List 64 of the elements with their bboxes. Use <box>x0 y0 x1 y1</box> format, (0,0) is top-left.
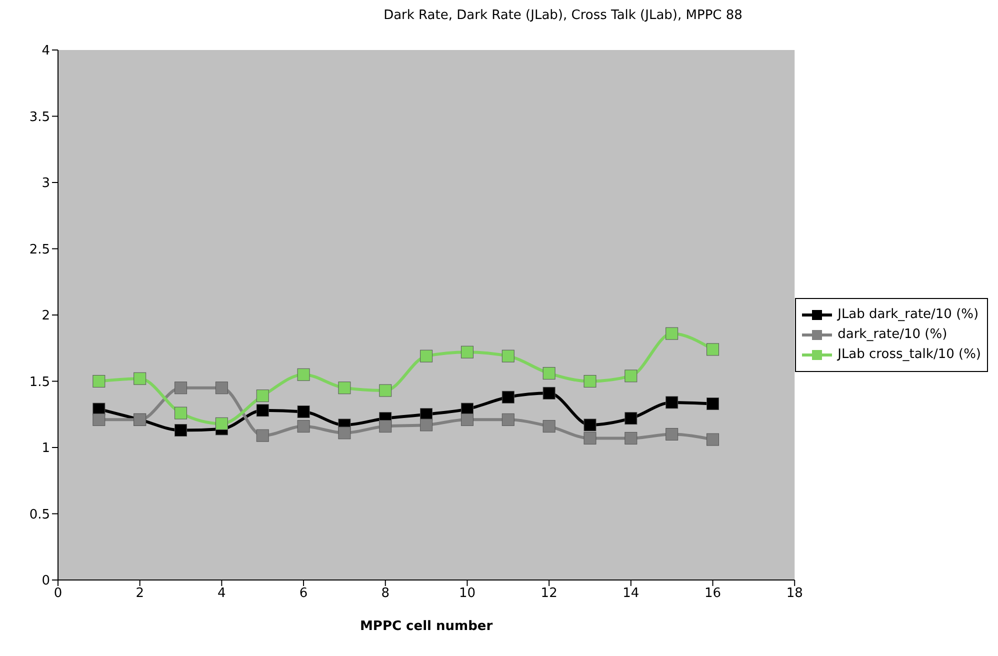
point <box>174 424 188 437</box>
point <box>706 343 720 356</box>
point <box>624 432 638 444</box>
legend-label: JLab cross_talk/10 (%) <box>838 346 981 364</box>
point <box>297 420 310 433</box>
y-tick-label: 0 <box>42 574 50 589</box>
point <box>666 396 678 409</box>
x-tick-label: 4 <box>218 586 226 602</box>
point <box>297 405 310 418</box>
point <box>420 418 433 432</box>
x-tick-label: 2 <box>136 586 144 602</box>
point <box>624 370 638 382</box>
x-tick-label: 12 <box>540 586 558 602</box>
point <box>92 375 106 388</box>
point <box>134 372 146 385</box>
point <box>174 382 188 394</box>
y-tick-label: 3 <box>42 176 50 192</box>
point <box>256 390 269 402</box>
point <box>379 384 392 397</box>
point <box>502 350 514 362</box>
point <box>297 368 310 381</box>
point <box>542 367 556 380</box>
point <box>542 420 556 433</box>
point <box>666 327 678 340</box>
point <box>584 418 596 432</box>
x-tick-label: 0 <box>54 586 62 602</box>
x-tick-label: 18 <box>786 586 803 602</box>
y-tick-label: 1.5 <box>29 374 50 390</box>
x-tick-label: 14 <box>622 586 640 602</box>
point <box>338 382 351 394</box>
x-tick-label: 8 <box>381 586 390 602</box>
legend-label: dark_rate/10 (%) <box>838 326 948 344</box>
legend-label: JLab dark_rate/10 (%) <box>838 306 979 324</box>
x-tick-label: 16 <box>704 586 722 602</box>
point <box>666 428 678 440</box>
point <box>256 404 269 417</box>
point <box>502 413 514 426</box>
y-tick-label: 2.5 <box>29 242 50 258</box>
point <box>624 412 638 425</box>
point <box>174 406 188 420</box>
point <box>706 433 720 446</box>
chart-title: Dark Rate, Dark Rate (JLab), Cross Talk (JLab), MPPC 88 <box>382 8 744 25</box>
x-tick-label: 6 <box>299 586 308 602</box>
point <box>379 420 392 433</box>
point <box>584 432 596 444</box>
point <box>338 426 351 440</box>
point <box>92 413 106 426</box>
point <box>542 386 556 400</box>
y-tick-label: 2 <box>42 308 50 324</box>
point <box>460 346 474 358</box>
x-tick-label: 10 <box>458 586 476 602</box>
point <box>502 390 514 404</box>
x-axis-title: MPPC cell number <box>360 619 494 634</box>
y-tick-label: 3.5 <box>29 110 50 125</box>
point <box>460 413 474 426</box>
point <box>584 375 596 388</box>
y-tick-label: 1 <box>42 441 50 456</box>
point <box>256 429 269 442</box>
point <box>215 382 228 394</box>
y-tick-label: 4 <box>42 44 50 59</box>
point <box>706 398 720 410</box>
y-tick-label: 0.5 <box>29 507 50 522</box>
point <box>420 350 433 362</box>
point <box>215 417 228 430</box>
